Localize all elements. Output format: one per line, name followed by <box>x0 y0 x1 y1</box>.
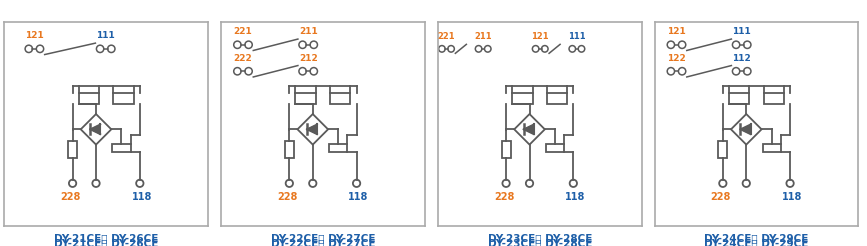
Text: 118: 118 <box>132 192 152 202</box>
Bar <box>501 140 511 158</box>
Polygon shape <box>740 124 751 134</box>
Text: 228: 228 <box>277 192 297 202</box>
Bar <box>763 144 781 152</box>
Text: DY-22CE， DY-27CE: DY-22CE， DY-27CE <box>271 233 375 244</box>
Bar <box>764 93 784 104</box>
Polygon shape <box>524 124 534 134</box>
Text: 122: 122 <box>667 54 686 63</box>
Polygon shape <box>307 124 317 134</box>
Text: 228: 228 <box>711 192 731 202</box>
Text: 228: 228 <box>494 192 514 202</box>
Text: 111: 111 <box>733 27 751 36</box>
Text: 121: 121 <box>25 31 43 40</box>
Text: 111: 111 <box>96 31 115 40</box>
Bar <box>296 93 316 104</box>
Text: DY-22CE， DY-27CE: DY-22CE， DY-27CE <box>271 238 375 246</box>
Text: 111: 111 <box>568 32 586 41</box>
Text: DY-24CE， DY-29CE: DY-24CE， DY-29CE <box>704 233 809 244</box>
Text: 212: 212 <box>299 54 317 63</box>
Text: 222: 222 <box>233 54 252 63</box>
Text: 211: 211 <box>299 27 317 36</box>
Text: 221: 221 <box>438 32 455 41</box>
Text: 211: 211 <box>474 32 492 41</box>
Text: 228: 228 <box>61 192 81 202</box>
Text: 121: 121 <box>667 27 686 36</box>
Bar <box>68 140 77 158</box>
Bar <box>330 93 350 104</box>
Text: 118: 118 <box>782 192 802 202</box>
Text: DY-23CE， DY-28CE: DY-23CE， DY-28CE <box>487 238 592 246</box>
Text: 221: 221 <box>233 27 252 36</box>
Bar <box>718 140 727 158</box>
Bar <box>512 93 532 104</box>
Text: DY-23CE， DY-28CE: DY-23CE， DY-28CE <box>487 233 592 244</box>
Text: 121: 121 <box>531 32 549 41</box>
Bar <box>546 144 564 152</box>
Bar <box>113 144 131 152</box>
Text: DY-21CE， DY-26CE: DY-21CE， DY-26CE <box>54 238 159 246</box>
Bar <box>79 93 99 104</box>
Bar <box>329 144 348 152</box>
Text: 118: 118 <box>349 192 368 202</box>
Bar <box>729 93 749 104</box>
Text: DY-21CE， DY-26CE: DY-21CE， DY-26CE <box>54 233 159 244</box>
Text: 112: 112 <box>733 54 751 63</box>
Text: DY-24CE， DY-29CE: DY-24CE， DY-29CE <box>704 238 809 246</box>
Polygon shape <box>90 124 101 134</box>
Bar <box>284 140 294 158</box>
Text: 118: 118 <box>565 192 585 202</box>
Bar <box>547 93 567 104</box>
Bar <box>114 93 134 104</box>
